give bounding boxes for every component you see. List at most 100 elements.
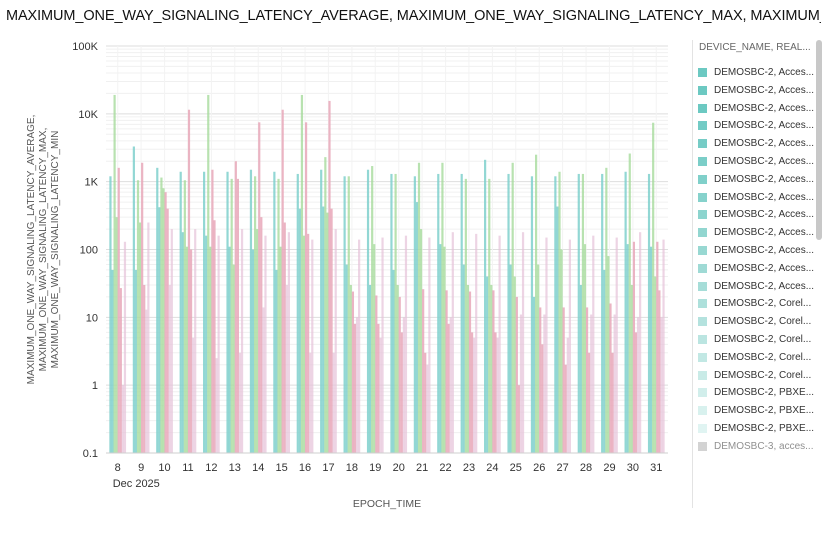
legend-label: DEMOSBC-2, Acces... <box>714 67 815 78</box>
bar <box>486 276 489 453</box>
legend-swatch <box>698 121 707 131</box>
bar <box>332 352 335 453</box>
bar <box>369 284 372 453</box>
y-tick-label: 100 <box>80 245 98 257</box>
bar <box>211 169 214 454</box>
legend-swatch <box>698 246 707 255</box>
bar <box>515 296 518 453</box>
x-tick-label: 13 <box>229 462 241 474</box>
bar <box>147 222 150 453</box>
legend-label: DEMOSBC-2, Corel... <box>714 334 812 345</box>
legend-label: DEMOSBC-2, Acces... <box>714 262 815 274</box>
bar <box>377 323 380 453</box>
legend-item[interactable]: DEMOSBC-2, Acces... <box>698 135 814 152</box>
legend-item[interactable]: DEMOSBC-2, Acces... <box>698 224 814 241</box>
bar <box>281 109 284 453</box>
y-tick-label: 1K <box>85 177 99 189</box>
bar <box>141 162 144 453</box>
legend-swatch <box>698 441 707 451</box>
x-tick-label: 17 <box>322 462 334 474</box>
legend-item[interactable]: DEMOSBC-2, Corel... <box>698 367 811 384</box>
legend-label: DEMOSBC-2, Acces... <box>714 245 815 256</box>
legend-item[interactable]: DEMOSBC-2, Acces... <box>698 189 814 206</box>
legend-item[interactable]: DEMOSBC-3, acces... <box>698 438 813 455</box>
bar <box>521 232 525 453</box>
legend-swatch <box>698 103 707 113</box>
bar <box>119 288 122 453</box>
x-tick-label: 14 <box>252 462 264 474</box>
bar <box>588 352 591 453</box>
x-tick-label: 29 <box>603 462 615 474</box>
legend-item[interactable]: DEMOSBC-2, Corel... <box>698 349 811 366</box>
bar <box>328 100 331 454</box>
bar <box>585 307 589 453</box>
bar <box>273 171 276 453</box>
legend-item[interactable]: DEMOSBC-2, Corel... <box>698 331 811 348</box>
bar <box>249 169 253 454</box>
legend-item[interactable]: DEMOSBC-2, PBXE... <box>698 420 814 437</box>
bar <box>579 284 582 453</box>
bar <box>468 291 472 453</box>
bar <box>134 269 138 453</box>
bar <box>158 207 161 453</box>
legend-item[interactable]: DEMOSBC-2, Acces... <box>698 242 814 259</box>
bar <box>296 173 299 454</box>
legend-label: DEMOSBC-2, PBXE... <box>714 423 815 434</box>
legend-label: DEMOSBC-2, PBXE... <box>714 387 815 399</box>
bar <box>470 332 474 453</box>
legend-item[interactable]: DEMOSBC-2, Acces... <box>698 82 814 99</box>
bar <box>488 178 491 453</box>
bar <box>541 344 544 453</box>
bar <box>439 244 442 453</box>
bar <box>285 284 288 453</box>
x-tick-label: 20 <box>393 462 405 474</box>
x-tick-label: 25 <box>510 462 522 474</box>
legend-scrollbar[interactable] <box>816 40 822 240</box>
legend-item[interactable]: DEMOSBC-2, Acces... <box>698 278 814 295</box>
legend[interactable]: DEVICE_NAME, REAL... DEMOSBC-2, Acces...… <box>692 36 827 506</box>
legend-item[interactable]: DEMOSBC-2, Acces... <box>698 117 814 134</box>
bar <box>634 332 638 453</box>
x-tick-label: 15 <box>276 462 288 474</box>
bar <box>605 167 608 453</box>
bar <box>256 229 259 453</box>
legend-item[interactable]: DEMOSBC-2, Acces... <box>698 206 814 223</box>
bar <box>475 233 478 453</box>
bar <box>445 290 448 453</box>
bar <box>183 180 186 454</box>
bar <box>424 352 427 453</box>
legend-item[interactable]: DEMOSBC-2, PBXE... <box>698 384 814 401</box>
legend-swatch <box>698 263 707 273</box>
bar <box>168 284 171 453</box>
bar <box>441 162 444 453</box>
legend-item[interactable]: DEMOSBC-2, Acces... <box>698 64 814 81</box>
bar <box>228 246 231 453</box>
bar <box>375 295 378 453</box>
legend-label: DEMOSBC-2, Corel... <box>714 351 812 363</box>
x-tick-label: 27 <box>557 462 569 474</box>
legend-item[interactable]: DEMOSBC-2, Corel... <box>698 313 811 330</box>
legend-item[interactable]: DEMOSBC-2, PBXE... <box>698 402 814 419</box>
legend-item[interactable]: DEMOSBC-2, Acces... <box>698 153 814 170</box>
legend-label: DEMOSBC-2, Acces... <box>714 84 815 96</box>
legend-item[interactable]: DEMOSBC-2, Acces... <box>698 100 814 117</box>
legend-item[interactable]: DEMOSBC-2, Acces... <box>698 171 814 188</box>
legend-swatch <box>698 228 707 238</box>
bar <box>490 284 493 453</box>
legend-label: DEMOSBC-2, PBXE... <box>714 405 815 417</box>
x-tick-label: 8 <box>115 462 121 474</box>
bar <box>226 171 229 453</box>
bar <box>460 173 463 454</box>
bar <box>624 171 627 453</box>
x-tick-label: 31 <box>650 462 662 474</box>
legend-item[interactable]: DEMOSBC-2, Acces... <box>698 260 814 277</box>
bar <box>632 241 636 453</box>
legend-label: DEMOSBC-2, Acces... <box>714 173 815 185</box>
bar <box>566 337 569 453</box>
bar <box>615 237 618 453</box>
bar <box>132 146 135 453</box>
legend-item[interactable]: DEMOSBC-2, Corel... <box>698 295 811 312</box>
y-axis-title-line: MAXIMUM_ONE_WAY_SIGNALING_LATENCY_AVERAG… <box>26 115 37 385</box>
bar <box>519 314 523 453</box>
bar <box>345 264 348 453</box>
